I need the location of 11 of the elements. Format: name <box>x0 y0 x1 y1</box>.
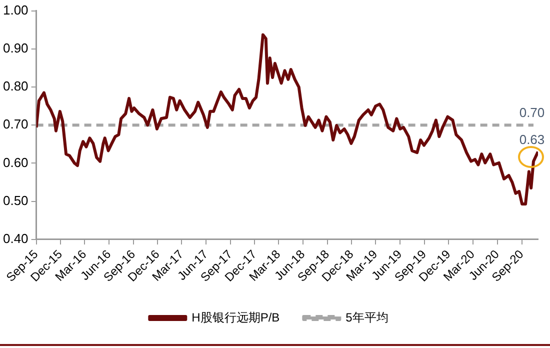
y-tick-label: 0.70 <box>2 116 28 132</box>
y-tick-label: 1.00 <box>2 2 28 18</box>
y-tick-label: 0.50 <box>2 192 28 208</box>
y-tick-label: 0.80 <box>2 78 28 94</box>
legend-label: 5年平均 <box>346 310 388 324</box>
y-tick-label: 0.40 <box>2 231 28 246</box>
legend-label: H股银行远期P/B <box>192 310 280 324</box>
y-tick-label: 0.60 <box>2 154 28 170</box>
annotation: 0.70 <box>519 105 545 120</box>
annotation: 0.63 <box>519 132 545 147</box>
y-tick-label: 0.90 <box>2 40 28 56</box>
